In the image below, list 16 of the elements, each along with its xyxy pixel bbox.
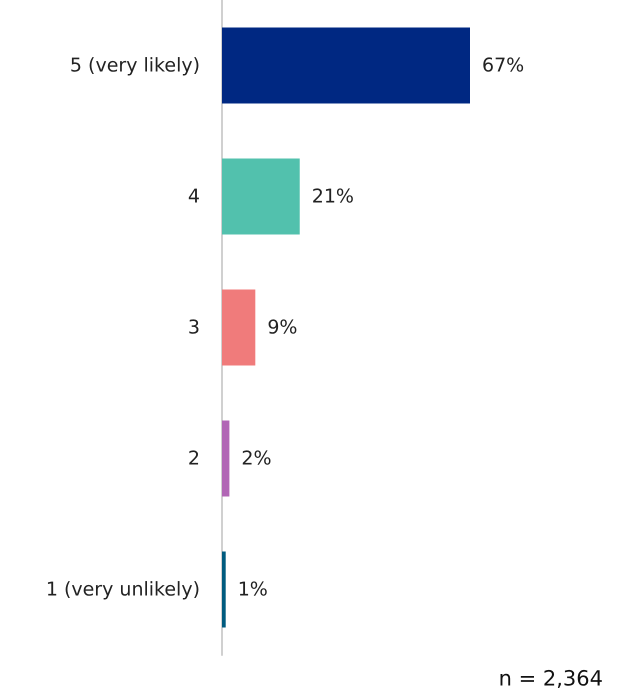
y-tick-label: 1 (very unlikely) (46, 578, 200, 600)
data-label: 2% (241, 448, 272, 470)
y-tick-label: 4 (188, 186, 200, 208)
bar (222, 158, 300, 234)
y-tick-label: 3 (188, 316, 200, 338)
y-tick-label: 2 (188, 448, 200, 470)
bar (222, 552, 226, 628)
text: n = 2,364 (498, 666, 603, 690)
bar (222, 28, 470, 104)
data-label: 21% (312, 186, 354, 208)
bar (222, 420, 230, 496)
data-label: 67% (482, 54, 524, 76)
y-tick-label: 5 (very likely) (70, 54, 200, 76)
data-label: 9% (267, 316, 298, 338)
data-label: 1% (238, 578, 268, 600)
bar (222, 290, 256, 366)
